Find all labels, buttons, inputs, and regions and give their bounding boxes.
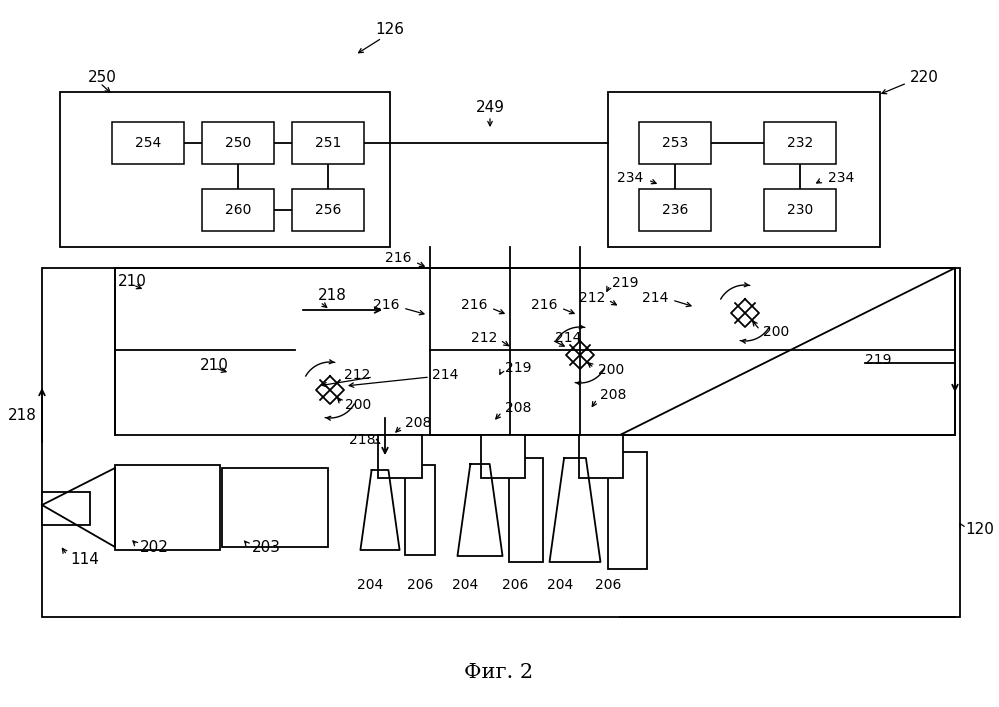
Text: 250: 250: [88, 69, 117, 85]
Bar: [202, 122, 274, 164]
Text: 126: 126: [376, 23, 405, 37]
Text: 219: 219: [505, 361, 531, 375]
Text: 219: 219: [865, 353, 891, 367]
Text: 120: 120: [965, 522, 994, 537]
Text: 212: 212: [471, 331, 497, 345]
Bar: [378, 435, 422, 478]
Bar: [112, 122, 184, 164]
Text: 114: 114: [70, 552, 99, 568]
Text: 216: 216: [374, 298, 400, 312]
Text: 212: 212: [344, 368, 370, 382]
Bar: [292, 122, 364, 164]
Text: 216: 216: [386, 251, 412, 265]
Text: 206: 206: [407, 578, 434, 592]
Text: 218: 218: [349, 433, 375, 447]
Polygon shape: [361, 470, 400, 550]
Bar: [607, 452, 646, 568]
Text: 219: 219: [612, 276, 638, 290]
Text: 204: 204: [546, 578, 573, 592]
Polygon shape: [549, 458, 600, 562]
Text: 212: 212: [578, 291, 605, 305]
Text: 206: 206: [501, 578, 528, 592]
Text: 218: 218: [318, 288, 347, 303]
Text: 202: 202: [140, 540, 169, 556]
Text: 208: 208: [600, 388, 626, 402]
Text: 251: 251: [315, 136, 342, 150]
Bar: [115, 268, 955, 435]
Text: 208: 208: [505, 401, 531, 415]
Bar: [115, 465, 220, 550]
Text: 249: 249: [476, 100, 504, 115]
Text: 200: 200: [345, 398, 372, 412]
Text: 216: 216: [462, 298, 488, 312]
Text: 200: 200: [598, 363, 624, 377]
Bar: [42, 492, 90, 525]
Bar: [608, 92, 880, 247]
Bar: [764, 189, 836, 231]
Text: 206: 206: [594, 578, 621, 592]
Text: 260: 260: [225, 203, 251, 217]
Bar: [222, 468, 328, 547]
Text: 214: 214: [641, 291, 668, 305]
Text: 236: 236: [661, 203, 688, 217]
Bar: [639, 189, 711, 231]
Text: 204: 204: [357, 578, 384, 592]
Bar: [481, 435, 525, 478]
Text: 210: 210: [200, 358, 229, 373]
Text: 210: 210: [118, 274, 147, 289]
Polygon shape: [458, 464, 502, 556]
Text: 220: 220: [910, 69, 939, 85]
Text: 232: 232: [787, 136, 813, 150]
Bar: [42, 268, 960, 617]
Text: 250: 250: [225, 136, 251, 150]
Bar: [639, 122, 711, 164]
Bar: [764, 122, 836, 164]
Text: 218: 218: [8, 407, 37, 423]
Text: 234: 234: [828, 171, 854, 185]
Text: 214: 214: [432, 368, 459, 382]
Bar: [579, 435, 623, 478]
Bar: [60, 92, 390, 247]
Text: 200: 200: [763, 325, 789, 339]
Bar: [292, 189, 364, 231]
Text: 234: 234: [616, 171, 643, 185]
Bar: [405, 465, 435, 555]
Text: Фиг. 2: Фиг. 2: [465, 663, 533, 682]
Text: 256: 256: [315, 203, 342, 217]
Text: 230: 230: [787, 203, 813, 217]
Text: 216: 216: [531, 298, 558, 312]
Bar: [202, 189, 274, 231]
Text: 214: 214: [555, 331, 581, 345]
Text: 204: 204: [452, 578, 479, 592]
Text: 254: 254: [135, 136, 161, 150]
Text: 253: 253: [662, 136, 688, 150]
Bar: [508, 458, 543, 562]
Polygon shape: [42, 468, 115, 547]
Text: 203: 203: [252, 540, 281, 556]
Text: 208: 208: [405, 416, 432, 430]
